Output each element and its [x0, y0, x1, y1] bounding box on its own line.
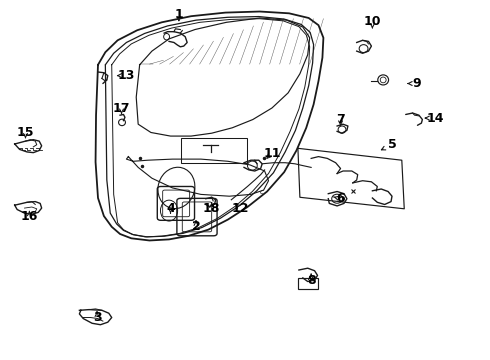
Text: 13: 13 — [118, 69, 135, 82]
Bar — [298, 278, 318, 289]
Text: 9: 9 — [412, 77, 421, 90]
Text: 14: 14 — [426, 112, 444, 125]
Text: 11: 11 — [263, 147, 281, 159]
Text: 5: 5 — [388, 138, 396, 151]
Text: c: c — [260, 189, 264, 195]
Text: 17: 17 — [113, 102, 130, 114]
Text: 2: 2 — [192, 220, 200, 233]
Bar — [181, 138, 247, 163]
Text: 1: 1 — [174, 8, 183, 21]
Text: 15: 15 — [17, 126, 34, 139]
Text: 6: 6 — [336, 192, 345, 205]
Text: 8: 8 — [307, 274, 316, 287]
Text: 16: 16 — [21, 210, 38, 223]
Text: 4: 4 — [166, 202, 175, 215]
Text: 10: 10 — [364, 15, 381, 28]
Text: 3: 3 — [93, 311, 101, 324]
Text: 12: 12 — [231, 202, 249, 215]
Text: 7: 7 — [336, 113, 345, 126]
Text: 18: 18 — [203, 202, 220, 215]
